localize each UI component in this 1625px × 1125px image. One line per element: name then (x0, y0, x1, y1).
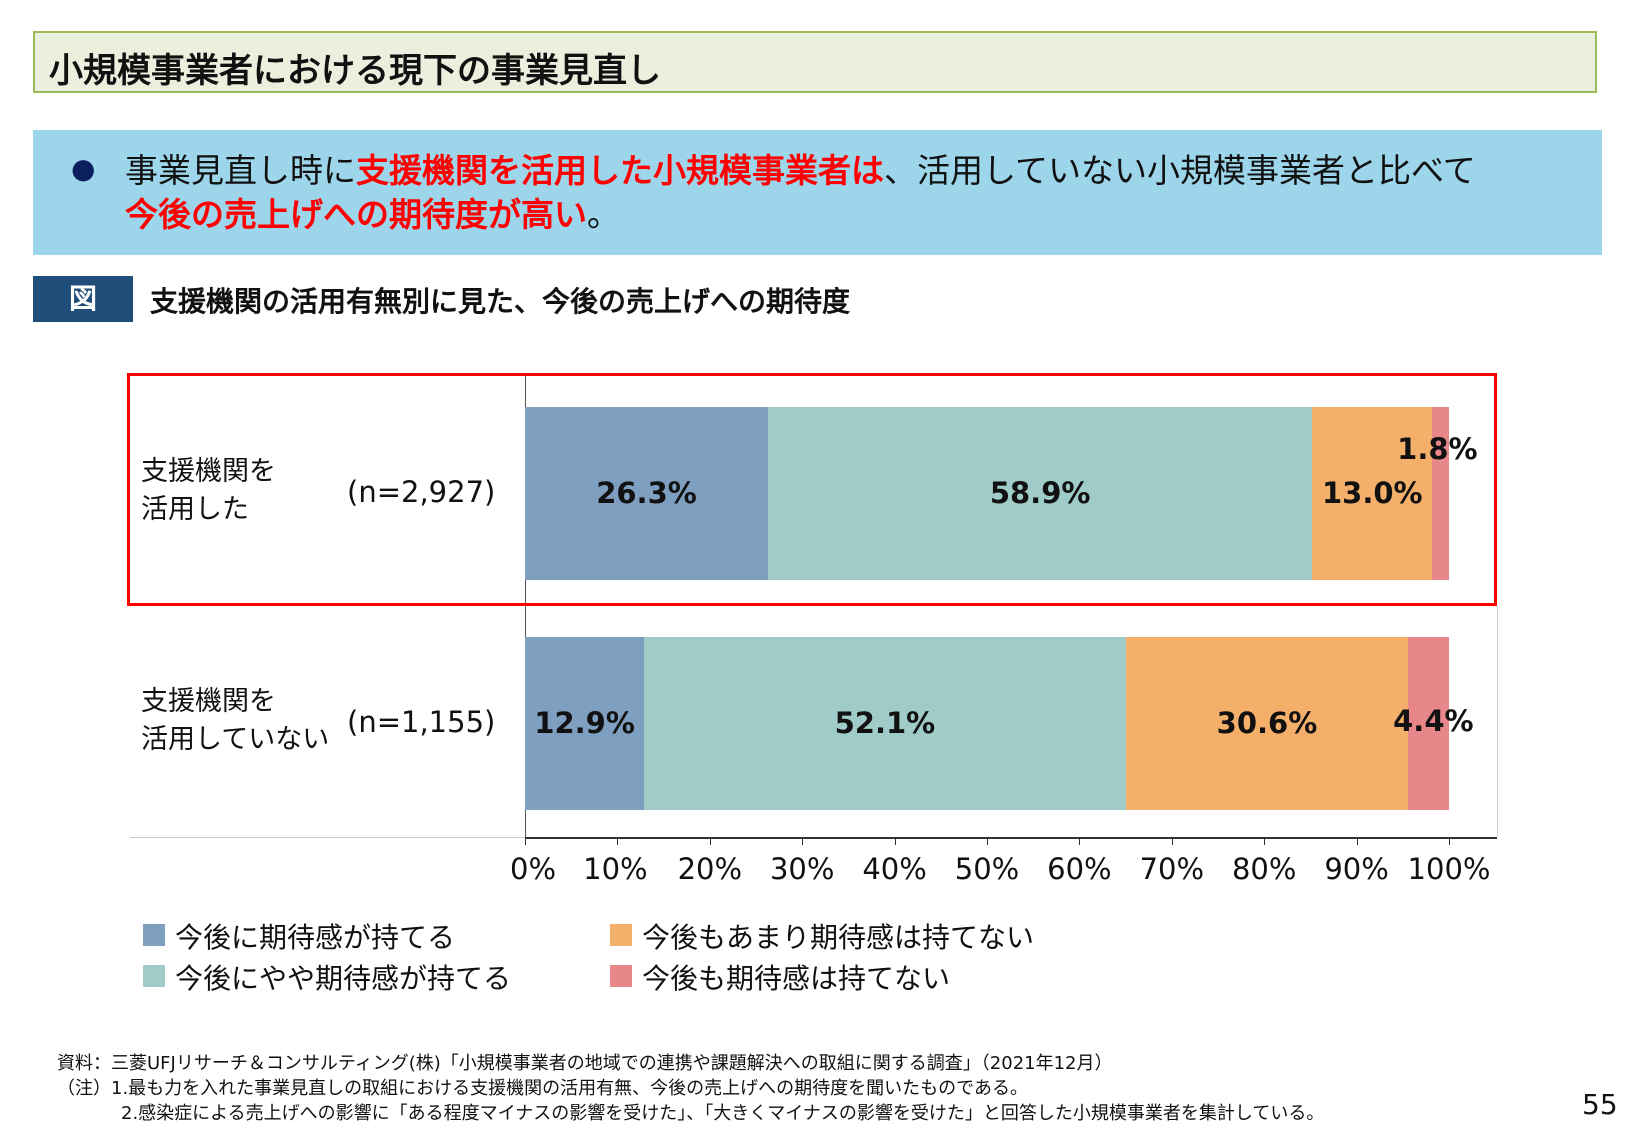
x-axis-line (525, 837, 1497, 839)
legend-swatch (610, 965, 632, 987)
x-tick (1171, 837, 1173, 845)
x-tick-label: 0% (509, 852, 557, 886)
legend-label: 今後にやや期待感が持てる (175, 962, 512, 995)
x-tick (894, 837, 896, 845)
summary-highlight: 支援機関を活用した小規模事業者は (356, 151, 884, 190)
summary-highlight: 今後の売上げへの期待度が高い (125, 195, 587, 234)
data-label: 4.4% (1393, 704, 1474, 738)
x-tick-label: 20% (677, 852, 743, 886)
data-label: 58.9% (989, 476, 1091, 510)
legend-swatch (610, 924, 632, 946)
data-label: 30.6% (1216, 706, 1318, 740)
row-n-label: (n=2,927) (347, 475, 496, 509)
data-label: 12.9% (534, 706, 635, 740)
bar-segment (1312, 407, 1433, 580)
x-tick-label: 70% (1139, 852, 1205, 886)
bar-segment (644, 637, 1126, 810)
legend-label: 今後もあまり期待感は持てない (642, 921, 1035, 954)
source-note: 資料：三菱UFJリサーチ＆コンサルティング(株)「小規模事業者の地域での連携や課… (57, 1053, 1113, 1074)
plot-right-border (1497, 606, 1498, 837)
x-tick (987, 837, 988, 845)
row-label: 活用した (141, 494, 249, 525)
bar-segment (525, 407, 768, 580)
page-number: 55 (1582, 1088, 1618, 1121)
row-label: 活用していない (141, 724, 330, 755)
row-label: 支援機関を (141, 456, 276, 487)
x-tick (1264, 837, 1266, 845)
bar-segment (1408, 637, 1449, 810)
x-axis-left-line (130, 837, 525, 838)
legend-swatch (143, 965, 165, 987)
figure-title: 支援機関の活用有無別に見た、今後の売上げへの期待度 (150, 285, 851, 318)
row-label: 支援機関を (141, 686, 276, 717)
bar-segment (1432, 407, 1449, 580)
x-tick-label: 50% (954, 852, 1020, 886)
x-tick (1449, 837, 1450, 845)
summary-text: 事業見直し時に (125, 151, 356, 190)
bar-segment (525, 637, 645, 810)
x-tick (617, 837, 619, 845)
data-label: 1.8% (1397, 432, 1478, 466)
x-tick-label: 10% (583, 852, 648, 886)
legend-label: 今後も期待感は持てない (642, 962, 951, 995)
summary-line-1: 事業見直し時に支援機関を活用した小規模事業者は、活用していない小規模事業者と比べ… (125, 144, 1476, 192)
page-title: 小規模事業者における現下の事業見直し (49, 51, 661, 91)
x-tick-label: 90% (1324, 852, 1389, 886)
x-tick (525, 837, 526, 845)
x-tick (1356, 837, 1358, 845)
data-label: 52.1% (834, 706, 936, 740)
figure-tag: 図 (33, 276, 133, 322)
summary-text: 、活用していない小規模事業者と比べて (884, 151, 1476, 190)
x-tick-label: 30% (769, 852, 835, 886)
x-tick (709, 837, 711, 845)
bar-segment (1125, 637, 1409, 810)
footnote-1: （注）1.最も力を入れた事業見直しの取組における支援機関の活用有無、今後の売上げ… (57, 1078, 1028, 1099)
legend-label: 今後に期待感が持てる (175, 921, 456, 954)
x-tick-label: 60% (1047, 852, 1112, 886)
bullet-icon: ● (71, 152, 96, 185)
legend-swatch (143, 924, 165, 946)
summary-line-2: 今後の売上げへの期待度が高い。 (125, 188, 620, 236)
x-tick (802, 837, 804, 845)
summary-text: 。 (587, 195, 620, 234)
x-tick-label: 100% (1407, 852, 1491, 886)
data-label: 26.3% (596, 476, 697, 510)
highlight-box (127, 373, 1497, 606)
x-tick (1079, 837, 1081, 845)
title-box: 小規模事業者における現下の事業見直し (33, 31, 1597, 93)
row-n-label: (n=1,155) (347, 705, 496, 739)
bar-segment (768, 407, 1313, 580)
chart: 0% 10% 20% 30% 40% 50% 60% 70% 80% 90% 100% 支援機関を 活用… (130, 373, 1498, 995)
x-tick-label: 40% (862, 852, 927, 886)
summary-band: ● 事業見直し時に支援機関を活用した小規模事業者は、活用していない小規模事業者と… (33, 130, 1602, 255)
x-tick-label: 80% (1231, 852, 1297, 886)
footnote-2: 2.感染症による売上げへの影響に「ある程度マイナスの影響を受けた」、「大きくマイ… (121, 1103, 1325, 1124)
data-label: 13.0% (1321, 476, 1423, 510)
